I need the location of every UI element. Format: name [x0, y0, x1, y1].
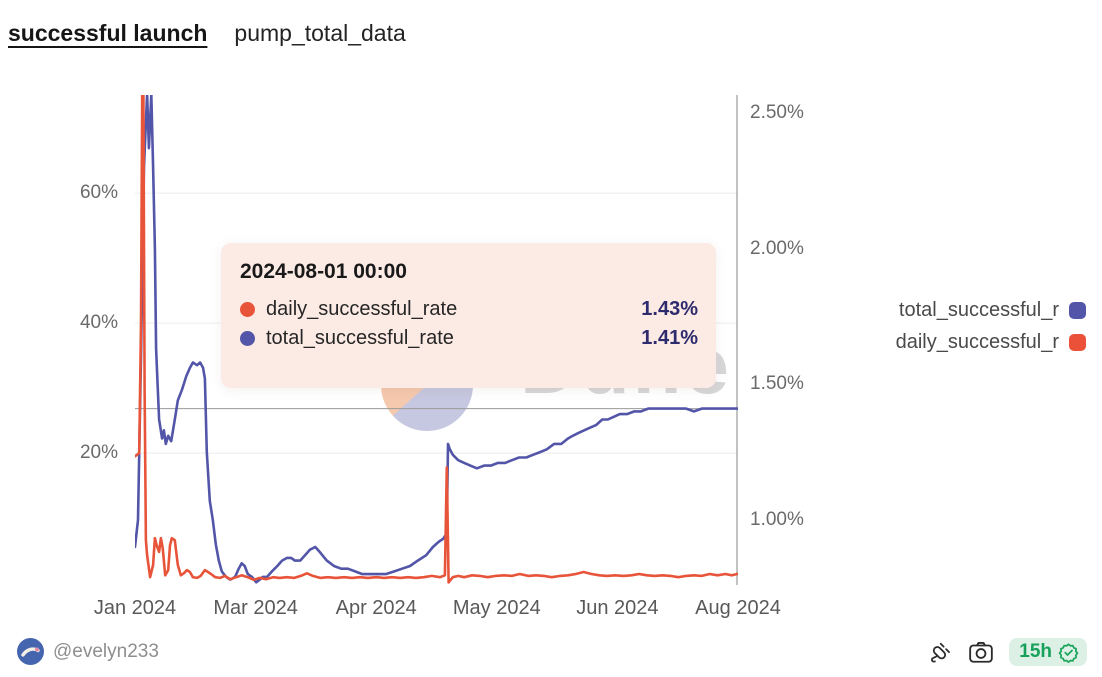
tooltip-row-daily: daily_successful_rate 1.43%: [240, 295, 698, 324]
camera-icon[interactable]: [968, 640, 994, 664]
axis-tick-label: 2.00%: [750, 237, 804, 259]
tooltip-row-total: total_successful_rate 1.41%: [240, 324, 698, 353]
refresh-age-text: 15h: [1019, 641, 1052, 662]
legend-marker-total: [1069, 302, 1086, 319]
legend-label: total_successful_r: [898, 299, 1059, 321]
legend-item-daily[interactable]: daily_successful_r: [896, 331, 1086, 354]
y-axis-left: 20% 40% 60%: [0, 95, 121, 585]
username-link[interactable]: @evelyn233: [53, 640, 159, 662]
tooltip-row-value: 1.41%: [641, 327, 698, 349]
axis-tick-label: 1.50%: [750, 373, 804, 395]
tooltip-row-value: 1.43%: [641, 298, 698, 320]
footer-actions: 15h: [928, 638, 1087, 666]
axis-tick-label: 40%: [79, 312, 118, 334]
avatar[interactable]: [17, 638, 44, 665]
chart-legend: total_successful_r daily_successful_r: [896, 299, 1086, 354]
axis-tick-label: 1.00%: [750, 508, 804, 530]
footer-author: @evelyn233: [17, 638, 159, 665]
line-chart-plot[interactable]: [135, 95, 738, 585]
axis-tick-label: 2.50%: [750, 101, 804, 123]
page-title: successful launch pump_total_data: [8, 20, 406, 47]
series-line-daily_successful_rate[interactable]: [135, 95, 738, 584]
axis-tick-label: Mar 2024: [213, 597, 298, 619]
refresh-age-badge[interactable]: 15h: [1009, 638, 1087, 666]
y-axis-right: 2.50% 2.00% 1.50% 1.00%: [750, 95, 850, 585]
legend-item-total[interactable]: total_successful_r: [899, 299, 1086, 322]
daily-series-dot-icon: [240, 302, 255, 317]
legend-label: daily_successful_r: [895, 331, 1059, 353]
query-title-link[interactable]: successful launch: [8, 20, 208, 46]
axis-tick-label: Jan 2024: [93, 597, 177, 619]
axis-tick-label: Apr 2024: [335, 597, 417, 619]
tooltip-row-label: total_successful_rate: [266, 327, 454, 349]
axis-tick-label: Aug 2024: [695, 597, 781, 619]
x-axis: Jan 2024 Mar 2024 Apr 2024 May 2024 Jun 2024…: [94, 585, 781, 625]
axis-tick-label: Jun 2024: [576, 597, 659, 619]
chart-tooltip: 2024-08-01 00:00 daily_successful_rate 1…: [221, 243, 716, 388]
query-subtitle: pump_total_data: [234, 20, 406, 46]
tooltip-row-label: daily_successful_rate: [266, 298, 458, 320]
axis-tick-label: 20%: [79, 442, 118, 464]
axis-tick-label: May 2024: [452, 597, 541, 619]
axis-tick-label: 60%: [79, 182, 118, 204]
total-series-dot-icon: [240, 331, 255, 346]
tooltip-date: 2024-08-01 00:00: [240, 260, 407, 283]
legend-marker-daily: [1069, 334, 1086, 351]
plug-icon[interactable]: [928, 640, 953, 665]
verified-check-icon: [1058, 642, 1079, 663]
series-line-total_successful_rate[interactable]: [135, 95, 738, 584]
